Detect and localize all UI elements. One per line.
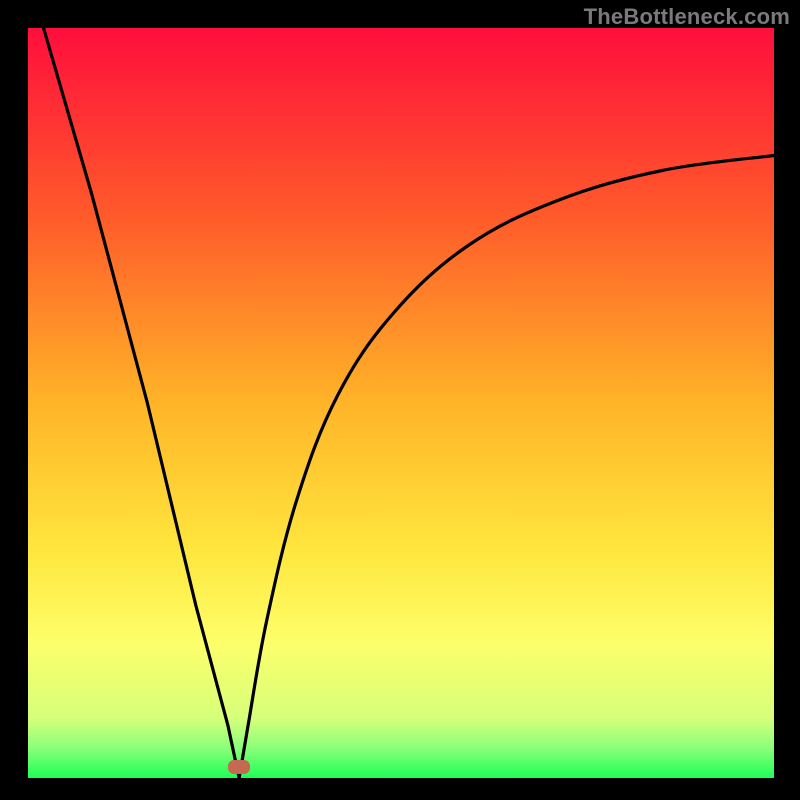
curve-right-branch (239, 156, 774, 779)
bottleneck-curve (28, 28, 774, 778)
chart-root: TheBottleneck.com (0, 0, 800, 800)
watermark-text: TheBottleneck.com (584, 4, 790, 30)
vertex-marker (228, 760, 250, 774)
curve-left-branch (39, 13, 239, 778)
plot-area (28, 28, 774, 778)
